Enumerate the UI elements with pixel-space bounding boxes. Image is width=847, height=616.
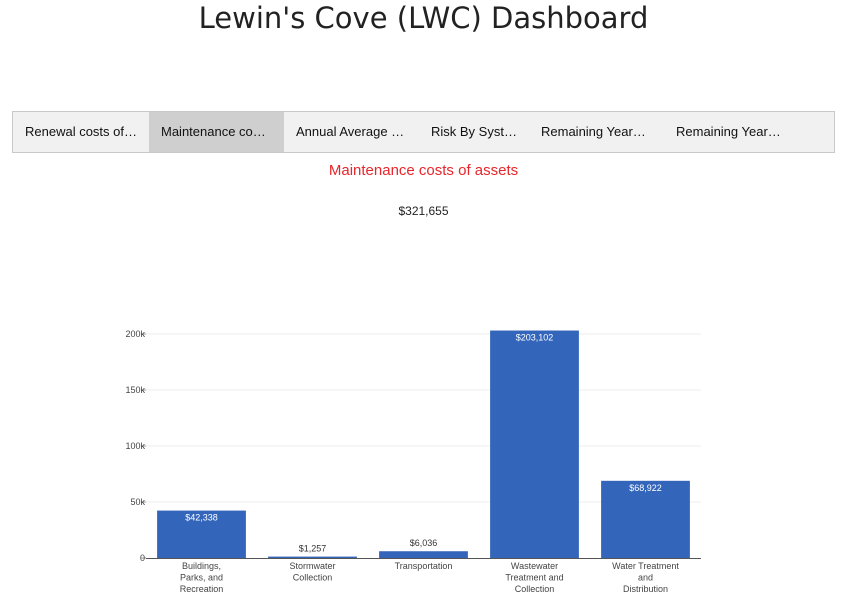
page-title: Lewin's Cove (LWC) Dashboard bbox=[198, 1, 649, 35]
bar-value-label: $68,922 bbox=[629, 483, 662, 493]
bar bbox=[379, 551, 468, 558]
x-category-label: Buildings, bbox=[182, 561, 221, 571]
bar-value-label: $6,036 bbox=[410, 538, 438, 548]
x-category-label: Transportation bbox=[395, 561, 453, 571]
x-category-label: Recreation bbox=[180, 584, 224, 594]
x-category-label: Collection bbox=[515, 584, 555, 594]
bar bbox=[268, 556, 357, 558]
bar-value-label: $203,102 bbox=[516, 333, 554, 343]
y-tick-label: 200k bbox=[125, 329, 145, 339]
y-tick-label: 150k bbox=[125, 385, 145, 395]
bar bbox=[157, 510, 246, 558]
x-category-label: Stormwater bbox=[289, 561, 335, 571]
x-category-label: Collection bbox=[293, 573, 333, 583]
total-value: $321,655 bbox=[398, 204, 449, 218]
x-category-label: and bbox=[638, 573, 653, 583]
bar-value-label: $42,338 bbox=[185, 513, 218, 523]
tab-maintenance-costs[interactable]: Maintenance cost... bbox=[149, 112, 284, 152]
x-category-label: Distribution bbox=[623, 584, 668, 594]
bar-value-label: $1,257 bbox=[299, 544, 327, 554]
bar bbox=[601, 480, 690, 558]
x-category-label: Water Treatment bbox=[612, 561, 679, 571]
x-category-label: Wastewater bbox=[511, 561, 558, 571]
bar bbox=[490, 330, 579, 558]
y-tick-label: 0 bbox=[140, 553, 145, 563]
tab-bar: Renewal costs of ... Maintenance cost...… bbox=[12, 111, 835, 153]
x-category-label: Parks, and bbox=[180, 573, 223, 583]
y-tick-label: 50k bbox=[130, 497, 145, 507]
x-category-label: Treatment and bbox=[505, 573, 563, 583]
chart-subtitle: Maintenance costs of assets bbox=[328, 162, 519, 179]
y-tick-label: 100k bbox=[125, 441, 145, 451]
